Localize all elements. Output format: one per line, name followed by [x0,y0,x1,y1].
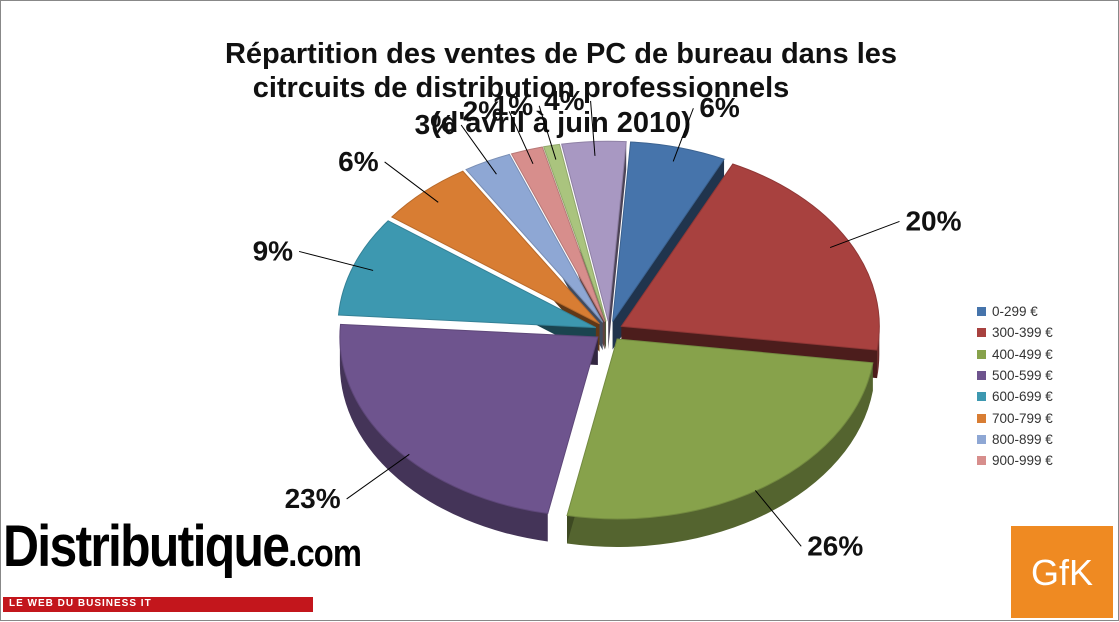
legend-swatch [977,434,986,444]
leader-line [298,250,374,271]
pie-slice-500-599- [339,323,599,515]
data-label: 4% [544,85,585,116]
legend-swatch [977,456,986,466]
gfk-logo: GfK [1011,526,1113,618]
legend-label: 0-299 € [992,304,1038,320]
legend-item: 400-499 € [977,344,1053,365]
legend-swatch [977,328,986,338]
legend-label: 800-899 € [992,431,1053,447]
legend-item: 0-299 € [977,301,1053,322]
pie-slice-side [567,362,873,547]
leader-line [672,108,694,162]
data-label: 2% [463,95,504,126]
legend-label: 700-799 € [992,410,1053,426]
data-label: 9% [253,235,294,266]
legend-swatch [977,392,986,402]
distributique-logo-suffix: .com [288,533,362,575]
leader-line [590,100,596,156]
distributique-logo-tagline: LE WEB DU BUSINESS IT [9,598,152,609]
chart-title-line-3: (d'avril à juin 2010) [431,107,691,139]
leader-line [346,453,410,500]
legend-label: 400-499 € [992,346,1053,362]
data-label: 26% [807,530,863,561]
pie-slice-side [339,336,548,542]
data-label: 20% [905,205,961,236]
distributique-logo: Distributique.com LE WEB DU BUSINESS IT [3,513,362,617]
legend-label: 600-699 € [992,389,1053,405]
chart-title-line-1: Répartition des ventes de PC de bureau d… [224,38,898,70]
legend-swatch [977,307,986,317]
data-label: 6% [338,146,379,177]
data-label: 3% [415,109,456,140]
data-label: 23% [285,483,341,514]
chart-legend: 0-299 € 300-399 € 400-499 € 500-599 € 600-69… [977,301,1053,471]
legend-swatch [977,413,986,423]
legend-item: 800-899 € [977,429,1053,450]
pie-slice-wall [608,141,627,350]
pie-tops [337,140,880,520]
legend-item: 300-399 € [977,322,1053,343]
distributique-logo-bar [3,597,313,612]
leader-line [829,220,900,249]
legend-item: 900-999 € [977,450,1053,471]
data-label: 6% [699,92,740,123]
legend-label: 300-399 € [992,325,1053,341]
leader-line [460,124,497,175]
leader-line [754,490,802,547]
distributique-logo-name: Distributique [3,514,290,579]
data-label: 1% [493,90,534,121]
leader-line [508,111,534,165]
leader-line [538,105,557,160]
pie-labels: 6% 20% 26% 23% 9% 6% 3% 2%1% 4% [253,85,962,561]
pie-slice-400-499- [566,338,874,520]
legend-swatch [977,371,986,381]
gfk-logo-text: GfK [1030,552,1093,593]
leader-line [384,161,439,203]
legend-swatch [977,349,986,359]
legend-label: 900-999 € [992,453,1053,469]
chart-title-line-2: citrcuits de distribution professionnels [252,72,790,104]
legend-item: 500-599 € [977,365,1053,386]
legend-item: 700-799 € [977,407,1053,428]
legend-item: 600-699 € [977,386,1053,407]
legend-label: 500-599 € [992,368,1053,384]
